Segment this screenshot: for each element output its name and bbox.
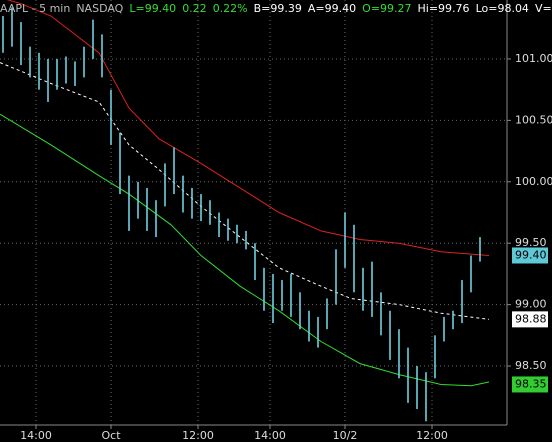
header-text: A=99.40 (308, 2, 356, 15)
moving-average (0, 113, 490, 387)
x-tick-label: 10/2 (333, 429, 358, 442)
header-text: O=99.27 (362, 2, 411, 15)
header-text: 0.22% (213, 2, 248, 15)
y-tick-label: 100.50 (515, 113, 552, 126)
price-marker (512, 311, 548, 328)
header-text: Lo=98.04 (476, 2, 529, 15)
y-tick-label: 98.50 (515, 359, 547, 372)
x-tick-label: 12:00 (416, 429, 448, 442)
price-marker-label: 98.88 (515, 312, 547, 325)
moving-average (6, 0, 490, 256)
header-text: Hi=99.76 (418, 2, 470, 15)
header-text: V=31, (535, 2, 552, 15)
y-tick-label: 99.50 (515, 236, 547, 249)
price-marker-label: 99.40 (515, 248, 547, 261)
x-tick-label: 14:00 (20, 429, 52, 442)
header-text: L=99.40 (129, 2, 176, 15)
x-tick-label: 14:00 (254, 429, 286, 442)
header-text: B=99.39 (254, 2, 302, 15)
header-text: NASDAQ (76, 2, 123, 15)
y-tick-label: 101.00 (515, 52, 552, 65)
price-marker (512, 247, 548, 264)
x-tick-label: 12:00 (182, 429, 214, 442)
y-tick-label: 99.00 (515, 298, 547, 311)
price-marker (512, 376, 548, 393)
price-marker-label: 98.35 (515, 377, 547, 390)
header-text: AAPL - 5 min (0, 2, 70, 15)
x-tick-label: Oct (101, 429, 121, 442)
header-text: 0.22 (182, 2, 207, 15)
y-tick-label: 100.00 (515, 175, 552, 188)
